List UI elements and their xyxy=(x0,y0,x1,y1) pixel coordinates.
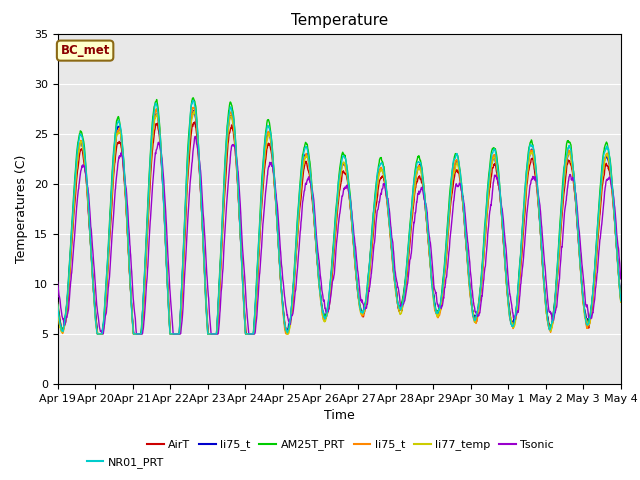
X-axis label: Time: Time xyxy=(324,409,355,422)
Legend: NR01_PRT: NR01_PRT xyxy=(82,453,168,472)
Title: Temperature: Temperature xyxy=(291,13,388,28)
Text: BC_met: BC_met xyxy=(60,44,110,57)
Y-axis label: Temperatures (C): Temperatures (C) xyxy=(15,155,28,263)
